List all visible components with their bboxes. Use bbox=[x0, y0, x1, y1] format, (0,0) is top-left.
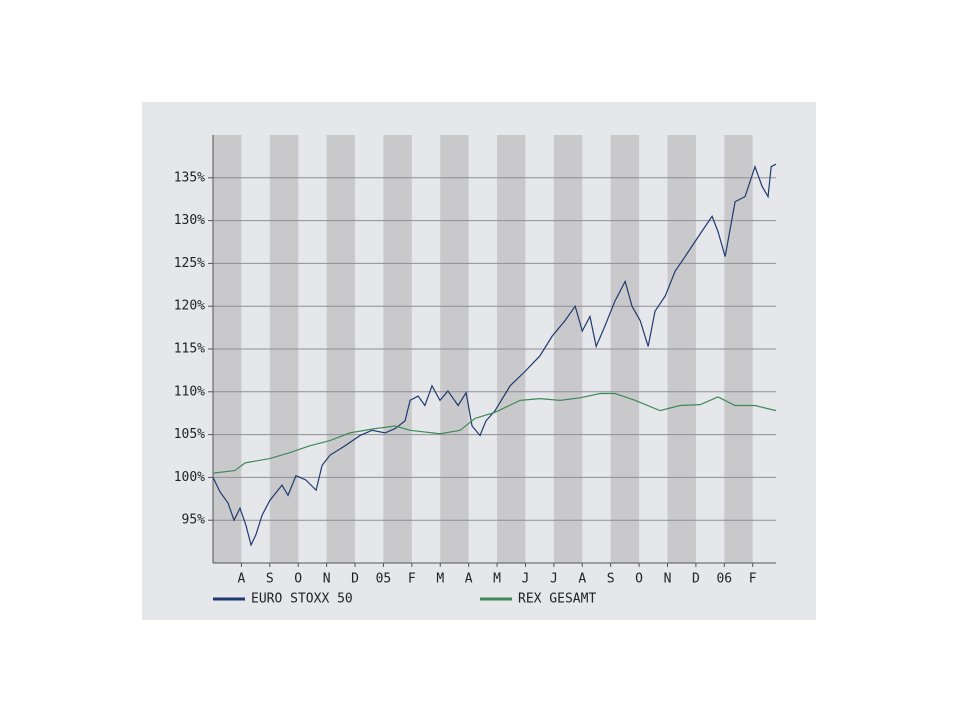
panel bbox=[142, 102, 816, 620]
y-tick-label: 100% bbox=[174, 470, 205, 485]
x-tick-label: N bbox=[664, 572, 672, 587]
x-tick-label: M bbox=[436, 572, 444, 587]
x-tick-label: A bbox=[465, 572, 473, 587]
x-tick-label: D bbox=[351, 572, 359, 587]
x-tick-label: S bbox=[607, 572, 615, 587]
x-tick-label: O bbox=[294, 572, 302, 587]
x-tick-label: O bbox=[635, 572, 643, 587]
y-tick-label: 135% bbox=[174, 170, 205, 185]
y-tick-label: 115% bbox=[174, 342, 205, 357]
x-tick-label: J bbox=[550, 572, 558, 587]
x-tick-label: A bbox=[578, 572, 586, 587]
x-tick-label: J bbox=[522, 572, 530, 587]
x-tick-label: 06 bbox=[716, 572, 732, 587]
y-tick-label: 130% bbox=[174, 213, 205, 228]
y-tick-label: 125% bbox=[174, 256, 205, 271]
legend-label: EURO STOXX 50 bbox=[251, 592, 353, 607]
y-tick-label: 120% bbox=[174, 299, 205, 314]
x-tick-label: S bbox=[266, 572, 274, 587]
x-tick-label: N bbox=[323, 572, 331, 587]
x-tick-label: D bbox=[692, 572, 700, 587]
x-tick-label: 05 bbox=[376, 572, 392, 587]
x-tick-label: F bbox=[408, 572, 416, 587]
x-tick-label: A bbox=[237, 572, 245, 587]
series-line bbox=[212, 392, 777, 474]
y-tick-label: 95% bbox=[182, 513, 206, 528]
y-tick-label: 110% bbox=[174, 384, 205, 399]
series-line bbox=[212, 163, 777, 547]
x-tick-label: F bbox=[749, 572, 757, 587]
x-tick-label: M bbox=[493, 572, 501, 587]
y-tick-label: 105% bbox=[174, 427, 205, 442]
legend-label: REX GESAMT bbox=[518, 592, 596, 607]
